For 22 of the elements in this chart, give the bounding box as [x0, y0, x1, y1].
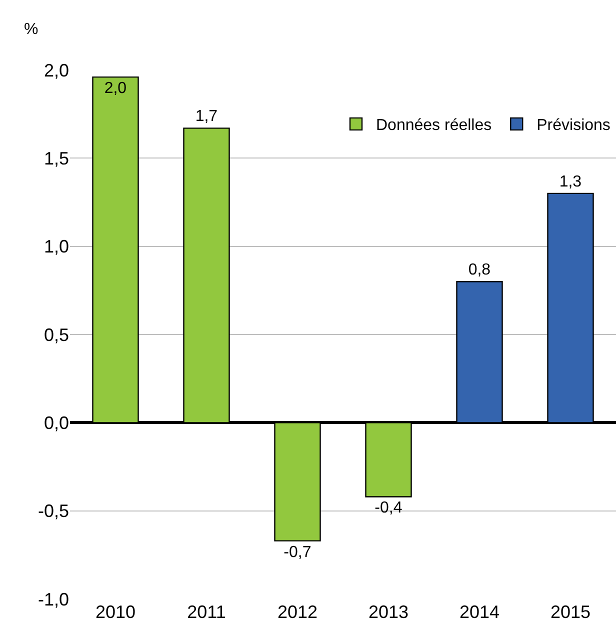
y-tick-label: 0,5	[44, 324, 69, 345]
legend-label: Données réelles	[376, 117, 492, 134]
y-tick-label: -0,5	[38, 501, 69, 522]
x-tick-label: 2011	[187, 602, 226, 622]
data-label: -0,7	[284, 544, 312, 561]
x-tick-label: 2010	[95, 602, 136, 622]
y-tick-label: 2,0	[44, 60, 69, 80]
data-label: 0,8	[468, 262, 491, 279]
y-tick-label: 1,5	[44, 148, 69, 168]
x-tick-label: 2015	[550, 602, 591, 622]
x-tick-label: 2014	[459, 602, 500, 622]
y-tick-label: 1,0	[44, 236, 69, 257]
y-tick-label: 0,0	[44, 412, 69, 433]
data-label: -0,4	[374, 500, 402, 517]
data-label: 1,7	[195, 108, 218, 126]
data-label: 2,0	[104, 80, 127, 98]
y-axis-title: %	[24, 21, 38, 38]
y-tick-label: -1,0	[38, 589, 69, 610]
legend-label: Prévisions	[536, 117, 610, 134]
data-label: 1,3	[559, 173, 582, 190]
x-tick-label: 2012	[277, 602, 318, 622]
x-tick-label: 2013	[368, 602, 409, 622]
